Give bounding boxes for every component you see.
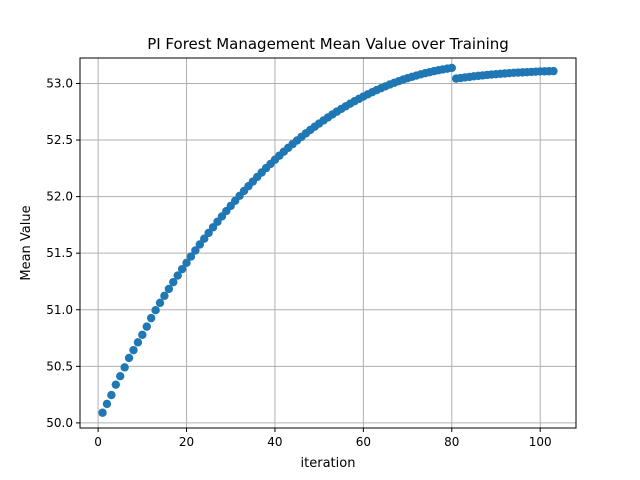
y-tick-label: 53.0 — [46, 76, 73, 90]
y-tick-label: 50.0 — [46, 416, 73, 430]
data-point — [191, 246, 200, 255]
data-point — [164, 284, 174, 294]
x-tick-label: 40 — [267, 435, 282, 449]
data-point — [182, 258, 191, 268]
data-point — [195, 240, 205, 249]
data-point — [102, 399, 112, 409]
x-tick-label: 80 — [444, 435, 459, 449]
chart-title: PI Forest Management Mean Value over Tra… — [147, 35, 509, 53]
y-tick-label: 50.5 — [46, 359, 73, 373]
data-point — [200, 234, 209, 243]
x-axis-label: iteration — [301, 456, 356, 471]
plot-frame — [79, 57, 577, 429]
x-tick-label: 100 — [529, 435, 552, 449]
data-point — [447, 63, 456, 73]
data-point — [177, 264, 187, 274]
data-point — [186, 252, 196, 261]
data-point — [160, 291, 169, 301]
data-point — [120, 363, 129, 372]
data-point — [133, 338, 143, 347]
y-tick-label: 52.0 — [46, 190, 73, 204]
data-point — [142, 322, 151, 331]
data-point — [129, 345, 138, 355]
data-point — [151, 306, 160, 315]
axis-ticks: 0 20 40 60 80 100 50.0 50.5 51.0 51.5 52.0 52.5 53.0 — [46, 76, 551, 449]
data-point — [155, 298, 165, 308]
data-point — [204, 228, 213, 238]
grid-lines — [80, 58, 576, 428]
data-point — [98, 408, 107, 417]
x-tick-label: 20 — [179, 435, 194, 449]
y-tick-label: 51.5 — [46, 246, 73, 260]
data-point — [116, 371, 125, 381]
y-tick-label: 51.0 — [46, 303, 73, 317]
data-point — [549, 66, 558, 76]
data-point — [107, 390, 116, 400]
data-point — [138, 330, 147, 339]
data-point — [111, 380, 121, 389]
x-tick-label: 0 — [94, 435, 102, 449]
data-point — [173, 271, 182, 280]
y-tick-label: 52.5 — [46, 133, 73, 147]
data-points — [98, 63, 558, 417]
x-tick-label: 60 — [356, 435, 371, 449]
data-point — [169, 277, 178, 287]
data-point — [146, 313, 156, 323]
y-axis-label: Mean Value — [19, 205, 34, 280]
data-point — [124, 353, 134, 363]
